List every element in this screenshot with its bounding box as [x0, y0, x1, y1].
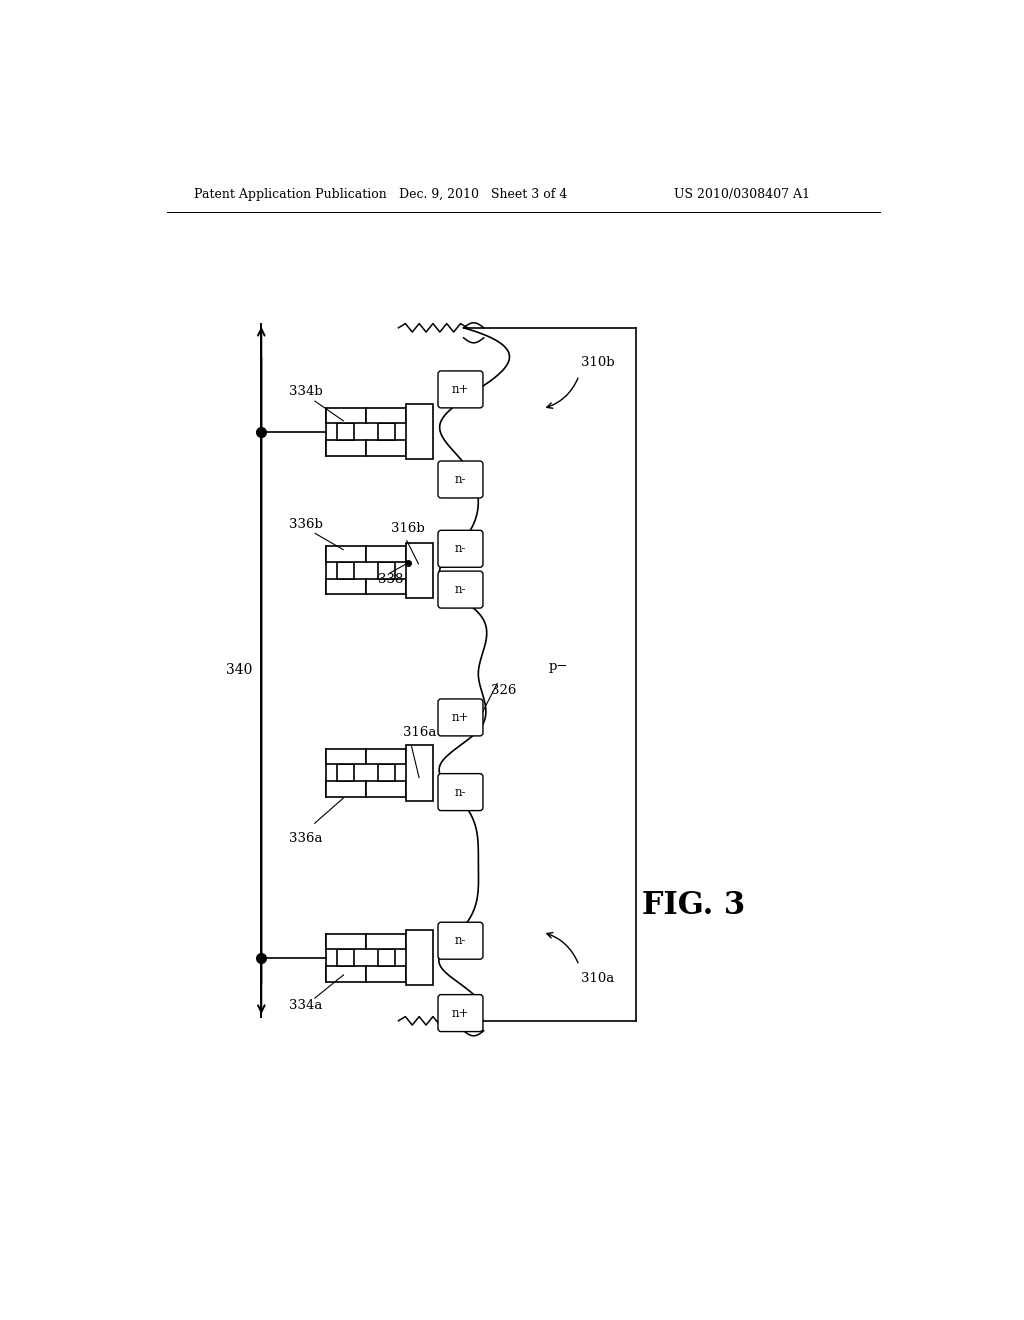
Text: p−: p−: [549, 660, 568, 673]
Text: Patent Application Publication: Patent Application Publication: [194, 187, 387, 201]
Text: FIG. 3: FIG. 3: [642, 890, 745, 921]
Text: n-: n-: [455, 543, 466, 556]
Text: 336b: 336b: [289, 517, 324, 531]
Bar: [407, 929, 433, 985]
Text: 334b: 334b: [289, 385, 323, 399]
Bar: [407, 543, 433, 598]
Bar: [366, 408, 407, 424]
Text: n+: n+: [452, 711, 469, 723]
Text: 326: 326: [490, 684, 516, 697]
Text: n-: n-: [455, 583, 466, 597]
Bar: [337, 562, 354, 579]
Bar: [326, 441, 366, 455]
Text: 334a: 334a: [289, 999, 323, 1012]
Bar: [366, 748, 407, 764]
Bar: [378, 562, 394, 579]
Bar: [326, 546, 366, 562]
Bar: [326, 966, 366, 982]
Text: 310b: 310b: [582, 356, 615, 370]
Bar: [366, 546, 407, 562]
Bar: [337, 949, 354, 966]
FancyBboxPatch shape: [438, 700, 483, 737]
Bar: [366, 781, 407, 797]
Bar: [366, 441, 407, 455]
Text: n-: n-: [455, 935, 466, 948]
Bar: [337, 764, 354, 781]
FancyBboxPatch shape: [438, 461, 483, 498]
FancyBboxPatch shape: [438, 371, 483, 408]
FancyBboxPatch shape: [438, 995, 483, 1032]
FancyBboxPatch shape: [438, 774, 483, 810]
FancyBboxPatch shape: [438, 572, 483, 609]
Text: 340: 340: [226, 664, 253, 677]
Text: n-: n-: [455, 785, 466, 799]
Bar: [326, 781, 366, 797]
Text: n+: n+: [452, 1007, 469, 1019]
Text: 336a: 336a: [289, 832, 323, 845]
Bar: [378, 764, 394, 781]
Text: Dec. 9, 2010   Sheet 3 of 4: Dec. 9, 2010 Sheet 3 of 4: [399, 187, 567, 201]
Bar: [337, 424, 354, 441]
Bar: [407, 746, 433, 800]
Text: 310a: 310a: [582, 972, 614, 985]
Bar: [378, 949, 394, 966]
Bar: [366, 933, 407, 949]
Text: 316a: 316a: [403, 726, 436, 739]
Bar: [326, 933, 366, 949]
FancyBboxPatch shape: [438, 923, 483, 960]
Text: US 2010/0308407 A1: US 2010/0308407 A1: [675, 187, 810, 201]
Text: n+: n+: [452, 383, 469, 396]
Bar: [326, 408, 366, 424]
Bar: [366, 578, 407, 594]
Text: 338: 338: [378, 573, 402, 586]
Bar: [326, 748, 366, 764]
Text: 316b: 316b: [391, 521, 425, 535]
Bar: [407, 404, 433, 459]
Bar: [326, 578, 366, 594]
Text: n-: n-: [455, 473, 466, 486]
Bar: [378, 424, 394, 441]
Bar: [366, 966, 407, 982]
FancyBboxPatch shape: [438, 531, 483, 568]
